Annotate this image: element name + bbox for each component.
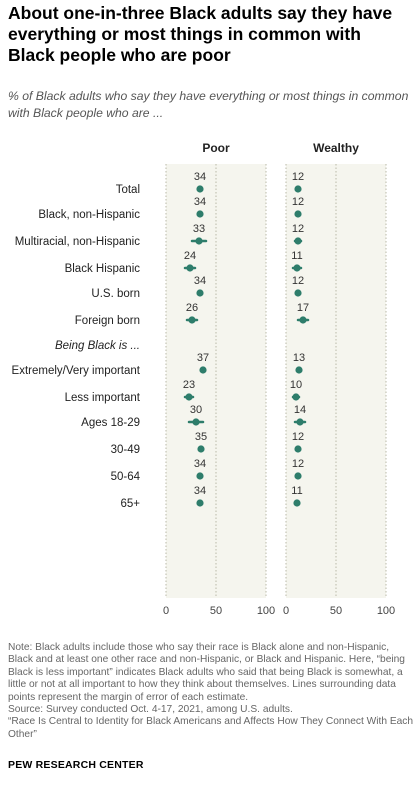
data-label-poor: 34	[194, 196, 206, 208]
data-label-poor: 34	[194, 275, 206, 287]
data-label-wealthy: 17	[297, 302, 309, 314]
tick-label-wealthy: 50	[330, 605, 342, 617]
source-text: Source: Survey conducted Oct. 4-17, 2021…	[8, 704, 293, 716]
data-label-wealthy: 11	[291, 485, 302, 497]
tick-label-poor: 0	[163, 605, 169, 617]
data-point-wealthy	[293, 264, 301, 272]
data-point-wealthy	[299, 316, 307, 324]
data-point-wealthy	[294, 472, 302, 480]
data-label-wealthy: 12	[292, 275, 304, 287]
data-point-wealthy	[294, 289, 302, 297]
data-label-poor: 34	[194, 171, 206, 183]
data-label-wealthy: 14	[294, 404, 306, 416]
data-point-poor	[196, 472, 204, 480]
data-label-wealthy: 12	[292, 223, 304, 235]
data-label-wealthy: 12	[292, 171, 304, 183]
row-label: U.S. born	[91, 288, 140, 300]
data-label-poor: 24	[184, 250, 196, 262]
data-point-wealthy	[292, 393, 300, 401]
tick-label-poor: 100	[257, 605, 275, 617]
data-label-wealthy: 10	[290, 379, 302, 391]
data-point-poor	[199, 366, 207, 374]
panel-header-wealthy: Wealthy	[313, 141, 359, 155]
data-point-poor	[185, 393, 193, 401]
data-point-wealthy	[294, 237, 302, 245]
data-point-poor	[186, 264, 194, 272]
row-label: Multiracial, non-Hispanic	[15, 236, 141, 248]
row-label: Black Hispanic	[65, 263, 141, 275]
tick-label-wealthy: 100	[377, 605, 395, 617]
data-label-poor: 34	[194, 458, 206, 470]
data-point-wealthy	[293, 499, 301, 507]
group-heading: Being Black is ...	[55, 340, 140, 352]
data-label-poor: 23	[183, 379, 195, 391]
data-point-poor	[196, 185, 204, 193]
report-title: “Race Is Central to Identity for Black A…	[8, 716, 414, 740]
pew-logo: PEW RESEARCH CENTER	[8, 759, 144, 771]
data-point-poor	[195, 237, 203, 245]
chart-title: About one-in-three Black adults say they…	[8, 3, 393, 65]
data-point-poor	[197, 445, 205, 453]
data-label-poor: 37	[197, 352, 209, 364]
data-label-poor: 33	[193, 223, 205, 235]
data-label-wealthy: 13	[293, 352, 305, 364]
row-label: Ages 18-29	[81, 417, 140, 429]
note-text: Note: Black adults include those who say…	[8, 642, 405, 703]
row-label: Foreign born	[75, 315, 140, 327]
chart-subtitle: % of Black adults who say they have ever…	[8, 89, 409, 120]
data-point-poor	[192, 418, 200, 426]
data-point-wealthy	[294, 445, 302, 453]
data-label-wealthy: 12	[292, 431, 304, 443]
row-label: Extremely/Very important	[12, 365, 141, 377]
row-label: 30-49	[111, 444, 140, 456]
data-point-poor	[196, 499, 204, 507]
row-label: Black, non-Hispanic	[38, 209, 140, 221]
panel-header-poor: Poor	[202, 141, 230, 155]
tick-label-poor: 50	[210, 605, 222, 617]
chart-notes: Note: Black adults include those who say…	[8, 642, 414, 741]
row-label: Less important	[65, 392, 141, 404]
dot-plot-chart: 0 50 100 Poor 0 50 100 Wealthy Total 34 12 Black, n…	[12, 141, 396, 617]
row-label: 50-64	[111, 471, 141, 483]
tick-label-wealthy: 0	[283, 605, 289, 617]
data-label-poor: 26	[186, 302, 198, 314]
row-label: 65+	[120, 498, 140, 510]
data-label-poor: 34	[194, 485, 206, 497]
data-label-wealthy: 11	[291, 250, 302, 262]
data-label-wealthy: 12	[292, 196, 304, 208]
data-point-poor	[196, 289, 204, 297]
data-point-wealthy	[296, 418, 304, 426]
data-label-poor: 35	[195, 431, 207, 443]
data-label-poor: 30	[190, 404, 202, 416]
data-point-poor	[196, 210, 204, 218]
data-point-wealthy	[294, 185, 302, 193]
data-point-poor	[188, 316, 196, 324]
data-label-wealthy: 12	[292, 458, 304, 470]
data-point-wealthy	[295, 366, 303, 374]
row-label: Total	[116, 184, 140, 196]
data-point-wealthy	[294, 210, 302, 218]
